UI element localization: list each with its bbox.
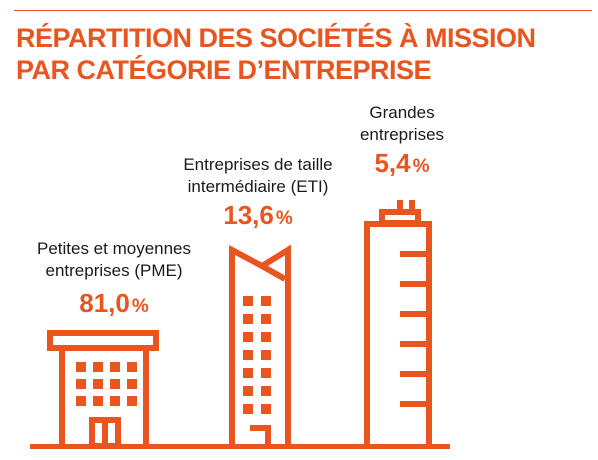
pme-value-number: 81,0 xyxy=(79,288,130,318)
ge-value: 5,4% xyxy=(332,148,472,182)
eti-value-number: 13,6 xyxy=(223,200,274,230)
eti-label: Entreprises de taille intermédiaire (ETI… xyxy=(148,154,368,198)
mid-tower-icon xyxy=(229,244,291,446)
skyscraper-icon xyxy=(364,200,432,446)
skyscraper-floors xyxy=(400,251,429,407)
title-line-2: PAR CATÉGORIE D’ENTREPRISE xyxy=(16,55,432,85)
eti-windows xyxy=(243,296,271,414)
ground-line xyxy=(30,444,450,449)
pme-value: 81,0% xyxy=(14,288,214,322)
eti-label-line-1: Entreprises de taille xyxy=(183,155,333,174)
title-line-1: RÉPARTITION DES SOCIÉTÉS À MISSION xyxy=(16,23,536,53)
pme-value-unit: % xyxy=(131,296,149,317)
chart-title: RÉPARTITION DES SOCIÉTÉS À MISSION PAR C… xyxy=(16,22,576,86)
eti-value-unit: % xyxy=(275,208,293,229)
eti-value: 13,6% xyxy=(148,200,368,234)
small-building-icon xyxy=(47,330,159,449)
pme-label: Petites et moyennes entreprises (PME) xyxy=(14,238,214,282)
ge-value-unit: % xyxy=(412,156,430,177)
ge-label: Grandes entreprises xyxy=(332,102,472,146)
pme-windows xyxy=(76,362,137,406)
eti-label-line-2: intermédiaire (ETI) xyxy=(187,177,329,196)
ge-value-number: 5,4 xyxy=(374,148,411,178)
pme-label-line-2: entreprises (PME) xyxy=(45,261,183,280)
ge-label-line-1: Grandes xyxy=(369,103,435,122)
ge-label-line-2: entreprises xyxy=(359,125,445,144)
top-rule xyxy=(14,10,592,11)
pme-label-line-1: Petites et moyennes xyxy=(36,239,192,258)
